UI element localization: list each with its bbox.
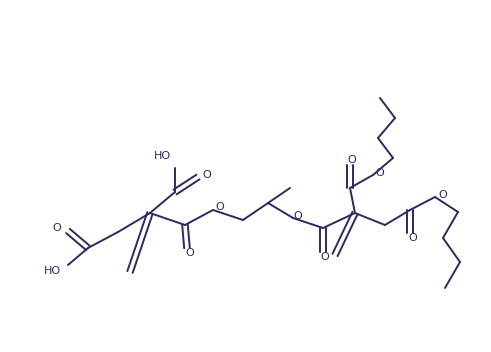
Text: O: O xyxy=(376,168,384,178)
Text: O: O xyxy=(203,170,211,180)
Text: O: O xyxy=(186,248,194,258)
Text: O: O xyxy=(438,190,447,200)
Text: HO: HO xyxy=(153,151,170,161)
Text: HO: HO xyxy=(43,266,60,276)
Text: O: O xyxy=(53,223,61,233)
Text: O: O xyxy=(321,252,329,262)
Text: O: O xyxy=(216,202,224,212)
Text: O: O xyxy=(409,233,417,243)
Text: O: O xyxy=(348,155,356,165)
Text: O: O xyxy=(294,211,302,221)
